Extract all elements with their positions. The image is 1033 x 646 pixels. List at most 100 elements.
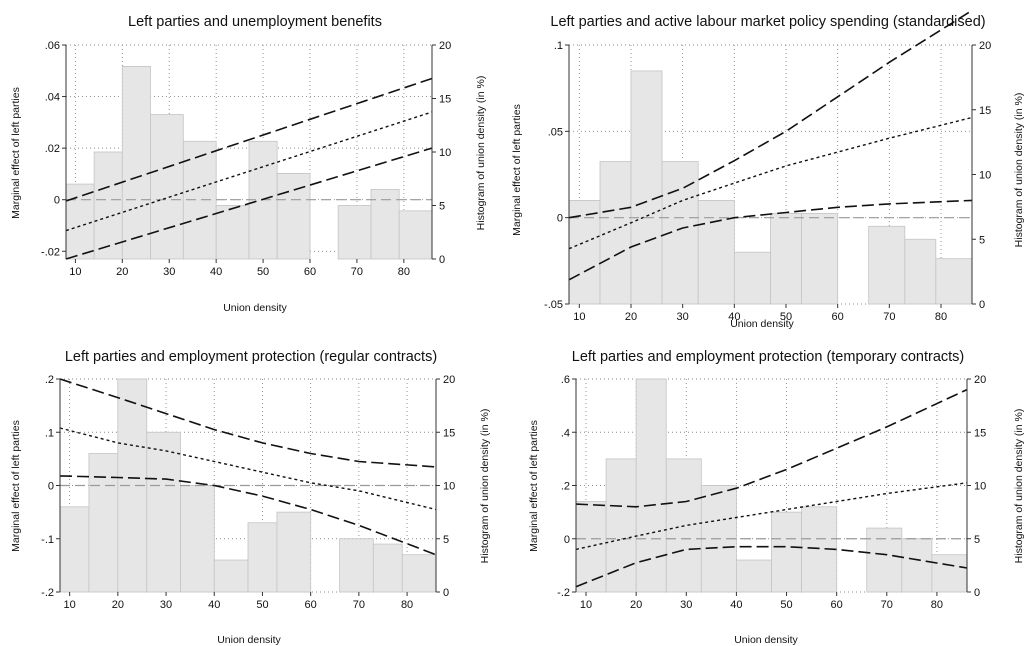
histogram-bar bbox=[339, 538, 374, 593]
histogram-bar bbox=[901, 538, 933, 593]
x-axis-label: Union density bbox=[217, 634, 281, 646]
panel-employment-protection-temporary: -.2 0 .2 .4 .6 0 5 10 15 20 10 20 30 40 50 60 70 80 Left … bbox=[528, 349, 1025, 646]
y-tick-label: 0 bbox=[564, 534, 570, 546]
histogram-bar bbox=[635, 378, 667, 593]
y2-tick-label: 15 bbox=[439, 94, 451, 106]
x-tick-label: 30 bbox=[160, 599, 172, 611]
y2-tick-label: 10 bbox=[443, 481, 455, 493]
x-tick-label: 70 bbox=[353, 599, 365, 611]
y2-axis-label: Histogram of union density (in %) bbox=[1013, 93, 1025, 248]
panel-unemployment-benefits: -.02 0 .02 .04 .06 0 5 10 15 20 10 20 30 40 50 60 70 80 L… bbox=[10, 14, 487, 314]
histogram-bar bbox=[88, 453, 119, 593]
y2-axis-label: Histogram of union density (in %) bbox=[1013, 409, 1025, 564]
confidence-bound-line bbox=[575, 388, 968, 508]
y-tick-label: 0 bbox=[54, 195, 60, 207]
confidence-bound-line bbox=[568, 199, 973, 281]
histogram-bar bbox=[121, 66, 151, 260]
x-tick-label: 70 bbox=[881, 599, 893, 611]
y-tick-label: -.2 bbox=[41, 587, 54, 599]
histogram-bar bbox=[150, 114, 184, 260]
x-tick-label: 80 bbox=[931, 599, 943, 611]
confidence-bound-line bbox=[65, 147, 433, 260]
y-tick-label: .02 bbox=[45, 143, 60, 155]
y2-tick-label: 20 bbox=[439, 40, 451, 52]
histogram-bar bbox=[736, 559, 772, 593]
histogram-bar bbox=[568, 199, 601, 305]
y-axis-label: Marginal effect of left parties bbox=[511, 104, 523, 236]
x-tick-label: 40 bbox=[208, 599, 220, 611]
x-tick-label: 40 bbox=[728, 311, 740, 323]
x-tick-label: 50 bbox=[257, 266, 269, 278]
y-tick-label: 0 bbox=[48, 481, 54, 493]
plot-area: -.02 0 .02 .04 .06 0 5 10 15 20 10 20 30 40 50 60 70 80 bbox=[41, 40, 451, 278]
x-tick-label: 70 bbox=[351, 266, 363, 278]
histogram-bar bbox=[771, 511, 802, 593]
plot-area: -.05 0 .05 .1 0 5 10 15 20 10 20 30 40 50 60 70 80 bbox=[544, 9, 991, 323]
x-tick-label: 50 bbox=[256, 599, 268, 611]
y-tick-label: .05 bbox=[548, 126, 563, 138]
y2-axis-label: Histogram of union density (in %) bbox=[479, 409, 491, 564]
histogram-bar bbox=[180, 485, 215, 593]
y2-tick-label: 15 bbox=[979, 105, 991, 117]
histogram-bar bbox=[935, 258, 973, 305]
y2-tick-label: 15 bbox=[443, 427, 455, 439]
panel-title: Left parties and employment protection (… bbox=[572, 349, 964, 365]
histogram-bar bbox=[733, 251, 771, 305]
x-tick-label: 30 bbox=[677, 311, 689, 323]
y2-tick-label: 10 bbox=[439, 147, 451, 159]
y2-tick-label: 0 bbox=[439, 254, 445, 266]
confidence-bound-line bbox=[575, 545, 968, 588]
y-tick-label: .1 bbox=[554, 40, 563, 52]
histogram-bar bbox=[215, 205, 250, 260]
y-tick-label: -.1 bbox=[41, 534, 54, 546]
y2-tick-label: 0 bbox=[974, 587, 980, 599]
plot-area: -.2 0 .2 .4 .6 0 5 10 15 20 10 20 30 40 50 60 70 80 bbox=[557, 374, 986, 611]
x-axis-label: Union density bbox=[734, 634, 798, 646]
marginal-effect-line bbox=[568, 116, 973, 250]
y2-tick-label: 20 bbox=[974, 374, 986, 386]
y2-tick-label: 5 bbox=[979, 234, 985, 246]
x-tick-label: 10 bbox=[573, 311, 585, 323]
y2-axis-label: Histogram of union density (in %) bbox=[475, 76, 487, 231]
y-tick-label: -.02 bbox=[41, 246, 60, 258]
histogram-bar bbox=[398, 210, 433, 260]
confidence-bound-line bbox=[59, 475, 437, 556]
marginal-effect-line bbox=[65, 111, 433, 232]
histogram-bar bbox=[247, 522, 278, 593]
x-tick-label: 20 bbox=[116, 266, 128, 278]
histogram-bar bbox=[801, 212, 839, 305]
panel-employment-protection-regular: -.2 -.1 0 .1 .2 0 5 10 15 20 10 20 30 40 50 60 70 80 Left… bbox=[10, 349, 491, 646]
confidence-bound-line bbox=[568, 9, 973, 219]
panel-title: Left parties and unemployment benefits bbox=[128, 14, 382, 30]
histogram-bar bbox=[630, 70, 663, 305]
histogram-bar bbox=[904, 238, 937, 305]
histogram-bar bbox=[372, 543, 403, 593]
x-tick-label: 80 bbox=[398, 266, 410, 278]
y-axis-label: Marginal effect of left parties bbox=[10, 420, 22, 552]
y2-tick-label: 5 bbox=[443, 534, 449, 546]
marginal-effect-line bbox=[575, 482, 968, 551]
confidence-bound-line bbox=[65, 77, 433, 202]
x-tick-label: 60 bbox=[831, 599, 843, 611]
y-axis-label: Marginal effect of left parties bbox=[528, 420, 540, 552]
histogram-bar bbox=[65, 183, 95, 260]
y-tick-label: .2 bbox=[561, 481, 570, 493]
histogram-bar bbox=[401, 554, 437, 593]
x-tick-label: 80 bbox=[935, 311, 947, 323]
x-tick-label: 60 bbox=[305, 599, 317, 611]
x-tick-label: 50 bbox=[780, 311, 792, 323]
x-tick-label: 10 bbox=[69, 266, 81, 278]
y-tick-label: .2 bbox=[45, 374, 54, 386]
x-tick-label: 20 bbox=[625, 311, 637, 323]
x-tick-label: 60 bbox=[832, 311, 844, 323]
panel-active-labour-market-policy: -.05 0 .05 .1 0 5 10 15 20 10 20 30 40 50 60 70 80 Left … bbox=[511, 9, 1025, 330]
x-tick-label: 10 bbox=[580, 599, 592, 611]
histogram-bar bbox=[770, 212, 802, 305]
y2-tick-label: 10 bbox=[974, 481, 986, 493]
histogram-bar bbox=[276, 511, 312, 593]
y-axis-label: Marginal effect of left parties bbox=[10, 87, 22, 219]
histogram-bar bbox=[868, 225, 906, 305]
x-tick-label: 30 bbox=[163, 266, 175, 278]
x-axis-label: Union density bbox=[730, 318, 794, 330]
